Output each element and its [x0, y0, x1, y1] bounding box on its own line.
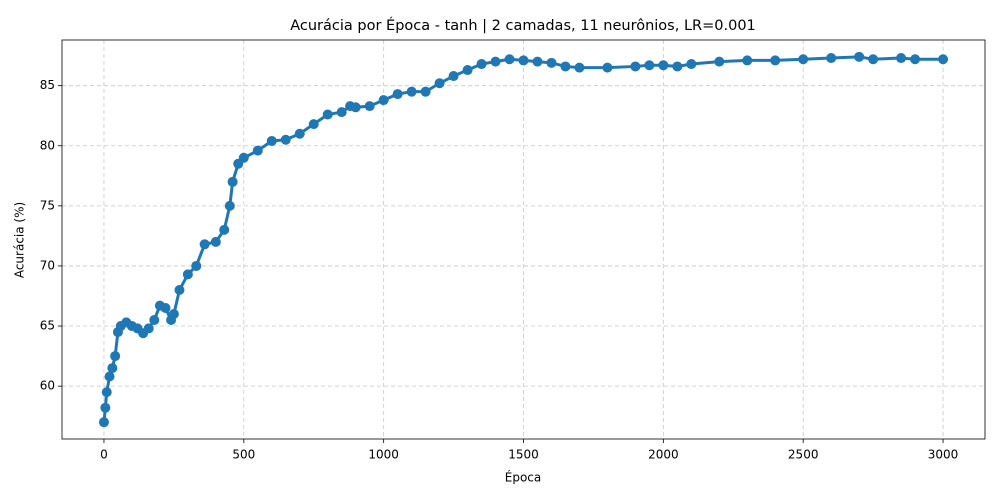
data-point — [266, 135, 277, 146]
data-point — [104, 371, 115, 382]
data-point — [686, 59, 697, 70]
data-point — [350, 102, 361, 113]
data-point — [504, 54, 515, 65]
data-point — [868, 54, 879, 65]
x-tick-label: 3000 — [928, 448, 959, 462]
y-tick-label: 70 — [40, 258, 55, 272]
data-point — [826, 53, 837, 64]
data-point — [101, 387, 112, 398]
data-point — [644, 60, 655, 71]
data-point — [420, 86, 431, 97]
data-point — [798, 54, 809, 65]
data-point — [630, 61, 641, 72]
data-point — [182, 269, 193, 280]
data-point — [742, 55, 753, 66]
data-point — [174, 284, 185, 295]
data-point — [336, 107, 347, 118]
data-point — [476, 59, 487, 70]
data-point — [462, 65, 473, 76]
data-point — [227, 176, 238, 187]
data-point — [896, 53, 907, 64]
data-point — [574, 62, 585, 73]
x-tick-label: 0 — [100, 448, 108, 462]
data-point — [224, 200, 235, 211]
data-point — [238, 152, 249, 163]
x-tick-label: 2500 — [788, 448, 819, 462]
x-tick-label: 2000 — [648, 448, 679, 462]
data-point — [107, 363, 118, 374]
data-point — [100, 402, 111, 413]
data-point — [149, 315, 160, 326]
data-point — [191, 260, 202, 271]
y-tick-label: 85 — [40, 78, 55, 92]
data-point — [252, 145, 263, 156]
data-point — [392, 89, 403, 100]
data-point — [364, 101, 375, 112]
x-tick-label: 1500 — [508, 448, 539, 462]
y-tick-label: 65 — [40, 319, 55, 333]
data-point — [518, 55, 529, 66]
data-point — [714, 56, 725, 67]
data-point — [322, 109, 333, 120]
data-point — [308, 119, 319, 130]
data-point — [378, 95, 389, 106]
data-point — [219, 224, 230, 235]
data-point — [546, 57, 557, 68]
data-point — [672, 61, 683, 72]
y-tick-label: 75 — [40, 198, 55, 212]
data-point — [434, 78, 445, 89]
data-point — [448, 71, 459, 82]
plot-frame — [61, 39, 986, 440]
data-point — [110, 351, 121, 362]
data-point — [560, 61, 571, 72]
data-point — [98, 417, 109, 428]
data-point — [770, 55, 781, 66]
data-point — [143, 323, 154, 334]
data-point — [406, 86, 417, 97]
data-point — [210, 236, 221, 247]
y-tick-label: 60 — [40, 379, 55, 393]
data-point — [938, 54, 949, 65]
y-axis-label: Acurácia (%) — [13, 202, 27, 278]
data-point — [910, 54, 921, 65]
chart-title: Acurácia por Época - tanh | 2 camadas, 1… — [290, 17, 756, 34]
data-point — [160, 303, 171, 314]
data-point — [199, 239, 210, 250]
x-tick-label: 500 — [232, 448, 255, 462]
data-point — [168, 309, 179, 320]
data-point — [294, 128, 305, 139]
y-tick-label: 80 — [40, 138, 55, 152]
data-point — [490, 56, 501, 67]
data-point — [532, 56, 543, 67]
data-point — [602, 62, 613, 73]
x-axis-label: Época — [505, 470, 542, 485]
data-point — [280, 134, 291, 145]
data-point — [658, 60, 669, 71]
data-point — [854, 51, 865, 62]
x-tick-label: 1000 — [368, 448, 399, 462]
